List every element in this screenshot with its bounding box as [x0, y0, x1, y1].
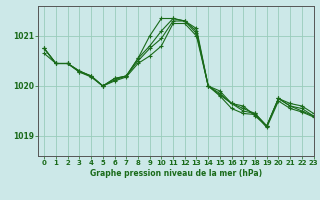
X-axis label: Graphe pression niveau de la mer (hPa): Graphe pression niveau de la mer (hPa) [90, 169, 262, 178]
